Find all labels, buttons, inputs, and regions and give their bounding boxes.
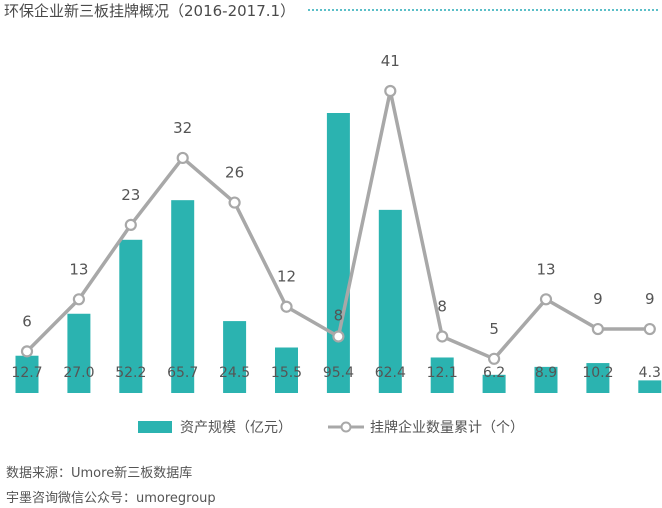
bar	[638, 380, 662, 393]
bar-value-label: 10.2	[582, 365, 613, 381]
bar-value-label: 12.7	[11, 365, 42, 381]
line-value-label: 5	[489, 320, 499, 338]
bar	[326, 113, 350, 393]
line-point	[436, 330, 449, 343]
line-value-label: 13	[69, 260, 88, 278]
bar	[378, 209, 402, 393]
bar	[482, 374, 506, 393]
bar-value-label: 8.9	[535, 365, 557, 381]
line-point	[124, 218, 137, 232]
bar	[275, 347, 298, 393]
legend-line-swatch	[328, 421, 364, 433]
line-value-label: 32	[173, 119, 192, 137]
bar	[171, 200, 195, 393]
line-value-label: 6	[22, 312, 32, 330]
line-point	[280, 300, 293, 313]
bar	[119, 239, 143, 393]
bar	[534, 366, 558, 393]
line-point	[228, 196, 241, 209]
line-point	[384, 84, 397, 98]
bar-value-label: 27.0	[63, 365, 94, 381]
title-divider	[308, 9, 658, 11]
line-point	[488, 352, 501, 365]
source-note: 数据来源：Umore新三板数据库	[6, 466, 193, 481]
bar-value-label: 65.7	[167, 365, 198, 381]
legend-bar-swatch	[138, 421, 172, 433]
line-point	[176, 151, 189, 165]
line-point	[591, 322, 605, 336]
line-value-label: 8	[334, 306, 344, 324]
bar-value-label: 62.4	[375, 365, 406, 381]
bar	[67, 313, 91, 393]
line-value-label: 41	[381, 52, 400, 70]
legend-bar-label: 资产规模（亿元）	[180, 420, 292, 436]
line-value-label: 8	[437, 297, 447, 315]
bar-value-label: 15.5	[271, 365, 302, 381]
bar-value-label: 12.1	[427, 365, 458, 381]
line-value-label: 23	[121, 186, 140, 204]
line-value-label: 12	[277, 268, 296, 286]
line-point	[643, 322, 656, 336]
line-value-label: 9	[645, 290, 655, 308]
bar-value-label: 4.3	[639, 365, 661, 381]
bar-value-label: 52.2	[115, 365, 146, 381]
line-value-label: 26	[225, 164, 244, 182]
legend-item-asset-scale: 资产规模（亿元）	[138, 416, 292, 438]
line-value-label: 13	[536, 260, 555, 278]
bar	[223, 321, 247, 393]
line-value-label: 9	[593, 290, 603, 308]
legend-item-listed-count: 挂牌企业数量累计（个）	[328, 416, 524, 438]
legend-line-label: 挂牌企业数量累计（个）	[370, 420, 524, 436]
bar	[15, 355, 39, 393]
bar-value-label: 24.5	[219, 365, 250, 381]
bar-value-label: 6.2	[483, 365, 505, 381]
line-point	[72, 293, 86, 306]
bar	[586, 363, 610, 393]
line-point	[539, 293, 553, 306]
chart-title: 环保企业新三板挂牌概况（2016-2017.1）	[4, 2, 296, 20]
line-point	[20, 345, 34, 358]
line-point	[332, 330, 345, 343]
bar-value-label: 95.4	[323, 365, 354, 381]
bar	[430, 357, 454, 393]
combo-chart: 12.7 27.0 52.2 65.7 24.5 15.5 95.4 62.4 12.1 6.2 8…	[11, 52, 662, 393]
wechat-note: 宇墨咨询微信公众号：umoregroup	[6, 491, 216, 506]
